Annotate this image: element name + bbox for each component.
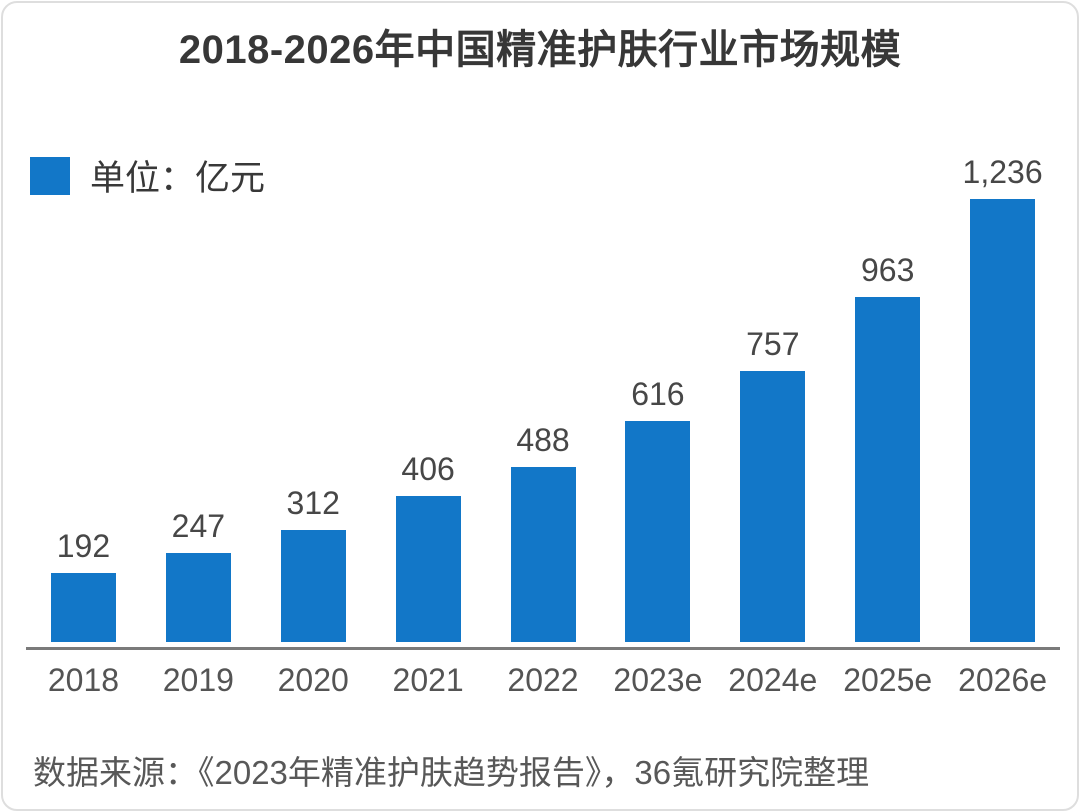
bar-column: 616 <box>600 376 715 642</box>
x-axis-labels: 2018 2019 2020 2021 2022 2023e 2024e 2025e 2026e <box>26 662 1060 699</box>
bar-column: 192 <box>26 528 141 642</box>
x-axis-tick-label: 2022 <box>507 662 579 698</box>
x-axis-tick-label: 2024e <box>728 662 818 698</box>
plot-area: 192 247 312 406 488 616 757 963 1,236 <box>26 154 1060 642</box>
bar-value-label: 192 <box>56 528 111 564</box>
x-axis-tick-label: 2025e <box>843 662 933 698</box>
bar-column: 312 <box>256 485 371 642</box>
bar-value-label: 616 <box>631 376 685 412</box>
bar <box>970 199 1036 642</box>
bar-value-label: 963 <box>860 252 915 288</box>
x-axis-tick-label: 2021 <box>392 662 464 698</box>
bar-column: 247 <box>141 508 256 642</box>
x-axis-tick-label: 2020 <box>277 662 349 698</box>
legend: 单位：亿元 <box>30 150 265 201</box>
bar <box>625 421 691 642</box>
bar-column: 1,236 <box>945 154 1060 642</box>
bar-value-label: 1,236 <box>962 154 1043 190</box>
bar <box>855 297 921 642</box>
bar-column: 406 <box>371 451 486 642</box>
bar <box>740 371 806 642</box>
bar <box>280 530 346 642</box>
bar <box>50 573 116 642</box>
bar-value-label: 757 <box>746 326 800 362</box>
bar-column: 488 <box>486 422 601 642</box>
legend-label: 单位：亿元 <box>90 159 266 198</box>
bar-column: 963 <box>830 252 945 642</box>
bar <box>395 496 461 642</box>
bar-value-label: 488 <box>516 422 570 458</box>
bar <box>165 553 231 642</box>
x-axis-tick-label: 2023e <box>613 662 703 698</box>
x-axis-line <box>26 647 1060 650</box>
chart-title: 2018-2026年中国精准护肤行业市场规模 <box>178 28 902 72</box>
source-note: 数据来源：《2023年精准护肤趋势报告》，36氪研究院整理 <box>33 754 870 791</box>
x-axis-tick-label: 2026e <box>958 662 1048 698</box>
bar-value-label: 406 <box>401 451 455 487</box>
bar-value-label: 312 <box>286 485 340 521</box>
x-axis-tick-label: 2019 <box>162 662 234 698</box>
x-axis-tick-label: 2018 <box>47 662 120 698</box>
bar-column: 757 <box>715 326 830 642</box>
bar <box>510 467 576 642</box>
legend-color-swatch <box>30 156 70 195</box>
bar-value-label: 247 <box>171 508 226 544</box>
